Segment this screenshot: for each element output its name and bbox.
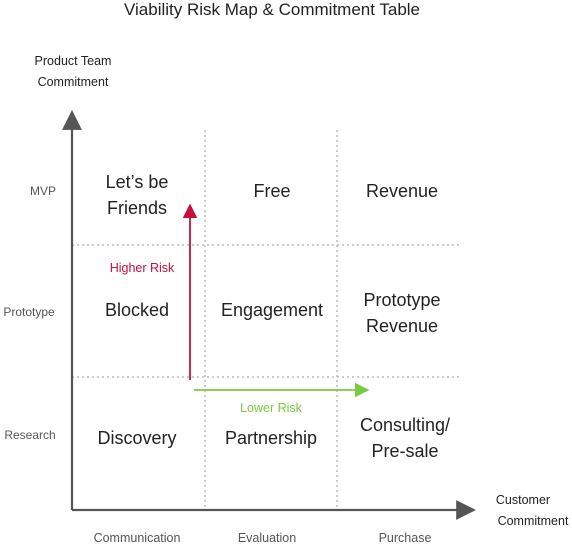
cell-free: Free [253,181,290,201]
y-axis-label-line-1: Product Team [35,54,112,68]
cell-prototype-revenue-line-2: Revenue [366,316,438,336]
cell-lets-be-friends-line-1: Let’s be [106,172,169,192]
cell-blocked: Blocked [105,300,169,320]
row-label-mvp: MVP [30,184,56,198]
y-axis-label-line-2: Commitment [38,75,109,89]
cell-revenue: Revenue [366,181,438,201]
cell-prototype-revenue-line-1: Prototype [363,290,440,310]
cell-engagement: Engagement [221,300,323,320]
x-axis-label-line-2: Commitment [498,514,569,528]
higher-risk-label: Higher Risk [110,261,175,275]
cell-partnership: Partnership [225,428,317,448]
cell-discovery: Discovery [97,428,176,448]
lower-risk-label: Lower Risk [240,401,303,415]
row-label-prototype: Prototype [3,305,55,319]
row-label-research: Research [4,428,55,442]
x-axis-label-line-1: Customer [496,493,550,507]
column-label-purchase: Purchase [379,531,432,544]
cell-consulting-pre-sale-line-1: Consulting/ [360,415,450,435]
column-label-communication: Communication [94,531,181,544]
cell-lets-be-friends-line-2: Friends [107,198,167,218]
column-label-evaluation: Evaluation [238,531,296,544]
diagram-title: Viability Risk Map & Commitment Table [124,0,420,19]
cell-consulting-pre-sale-line-2: Pre-sale [371,441,438,461]
